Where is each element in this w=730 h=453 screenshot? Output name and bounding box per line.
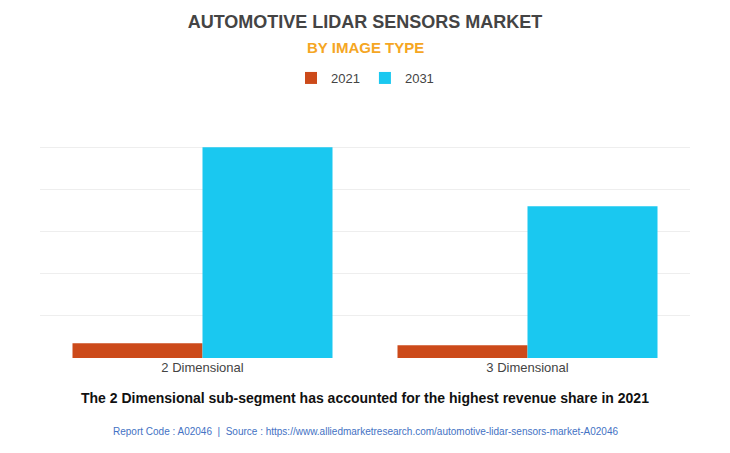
svg-text:3 Dimensional: 3 Dimensional: [486, 360, 568, 375]
svg-text:BY IMAGE TYPE: BY IMAGE TYPE: [307, 39, 424, 56]
svg-text:AUTOMOTIVE LIDAR SENSORS MARKE: AUTOMOTIVE LIDAR SENSORS MARKET: [188, 12, 543, 32]
svg-text:Report Code : A02046 | Sourc: Report Code : A02046 | Source : https://…: [113, 426, 618, 437]
svg-text:2 Dimensional: 2 Dimensional: [161, 360, 243, 375]
svg-text:2031: 2031: [405, 71, 434, 86]
svg-text:The 2 Dimensional sub-segment: The 2 Dimensional sub-segment has accoun…: [81, 390, 649, 406]
svg-text:2021: 2021: [331, 71, 360, 86]
